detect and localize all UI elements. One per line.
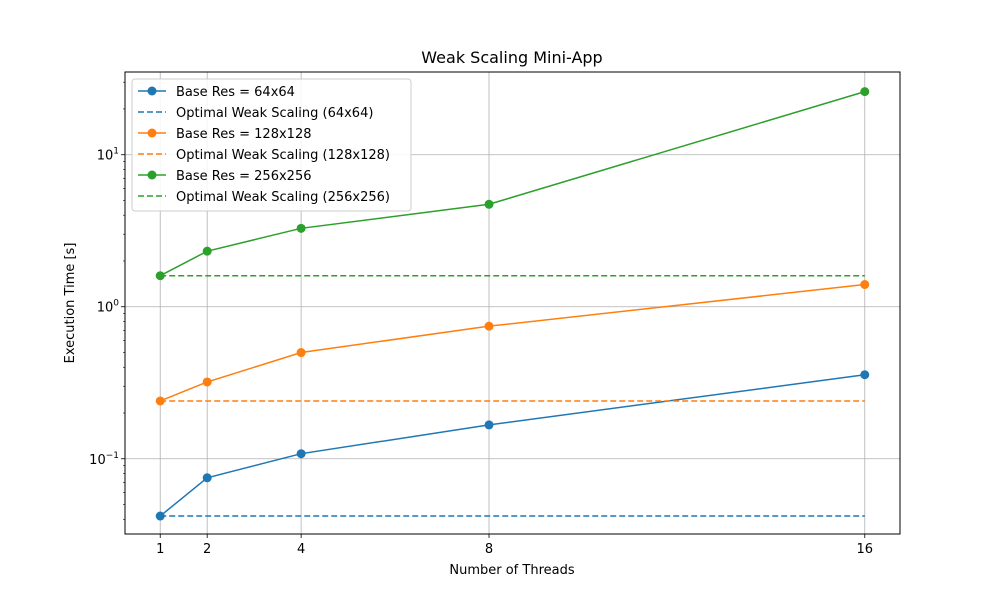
series-point-2 <box>202 377 212 387</box>
y-tick-label: 101 <box>97 147 119 164</box>
x-tick-label: 4 <box>297 542 305 557</box>
series-point-0 <box>202 473 212 483</box>
y-tick-label: 10−1 <box>89 451 119 468</box>
series-point-4 <box>860 87 870 97</box>
series-point-2 <box>484 321 494 331</box>
legend-marker <box>147 128 157 138</box>
series-point-0 <box>296 449 306 459</box>
axes: 1 2 4 8 16 10−1 100 101 <box>89 81 873 557</box>
series-point-0 <box>155 511 165 521</box>
y-tick-label: 100 <box>97 299 120 316</box>
legend-label: Base Res = 128x128 <box>176 127 311 142</box>
series-line-2 <box>159 283 865 402</box>
y-axis-label: Execution Time [s] <box>63 243 78 364</box>
x-tick-label: 8 <box>485 542 493 557</box>
legend-label: Base Res = 64x64 <box>176 85 295 100</box>
legend-label: Base Res = 256x256 <box>176 169 311 184</box>
series-point-4 <box>202 246 212 256</box>
series-point-4 <box>484 199 494 209</box>
legend-label: Optimal Weak Scaling (64x64) <box>176 106 373 121</box>
x-tick-label: 1 <box>156 542 164 557</box>
series-point-0 <box>484 420 494 430</box>
series-point-4 <box>155 271 165 281</box>
plot-series <box>155 87 870 521</box>
series-point-0 <box>860 370 870 380</box>
legend-marker <box>147 170 157 180</box>
series-point-2 <box>860 280 870 290</box>
series-point-4 <box>296 223 306 233</box>
legend-marker <box>147 86 157 96</box>
chart-title: Weak Scaling Mini-App <box>421 48 602 67</box>
legend-label: Optimal Weak Scaling (256x256) <box>176 190 390 205</box>
legend: Base Res = 64x64 Optimal Weak Scaling (64… <box>131 78 412 212</box>
x-tick-label: 16 <box>856 542 873 557</box>
x-tick-label: 2 <box>203 542 211 557</box>
series-point-2 <box>296 348 306 358</box>
x-axis-label: Number of Threads <box>449 563 574 578</box>
plot-area-frame <box>124 71 901 535</box>
series-line-0 <box>159 374 865 517</box>
legend-box <box>131 78 412 212</box>
series-point-2 <box>155 396 165 406</box>
legend-label: Optimal Weak Scaling (128x128) <box>176 148 390 163</box>
